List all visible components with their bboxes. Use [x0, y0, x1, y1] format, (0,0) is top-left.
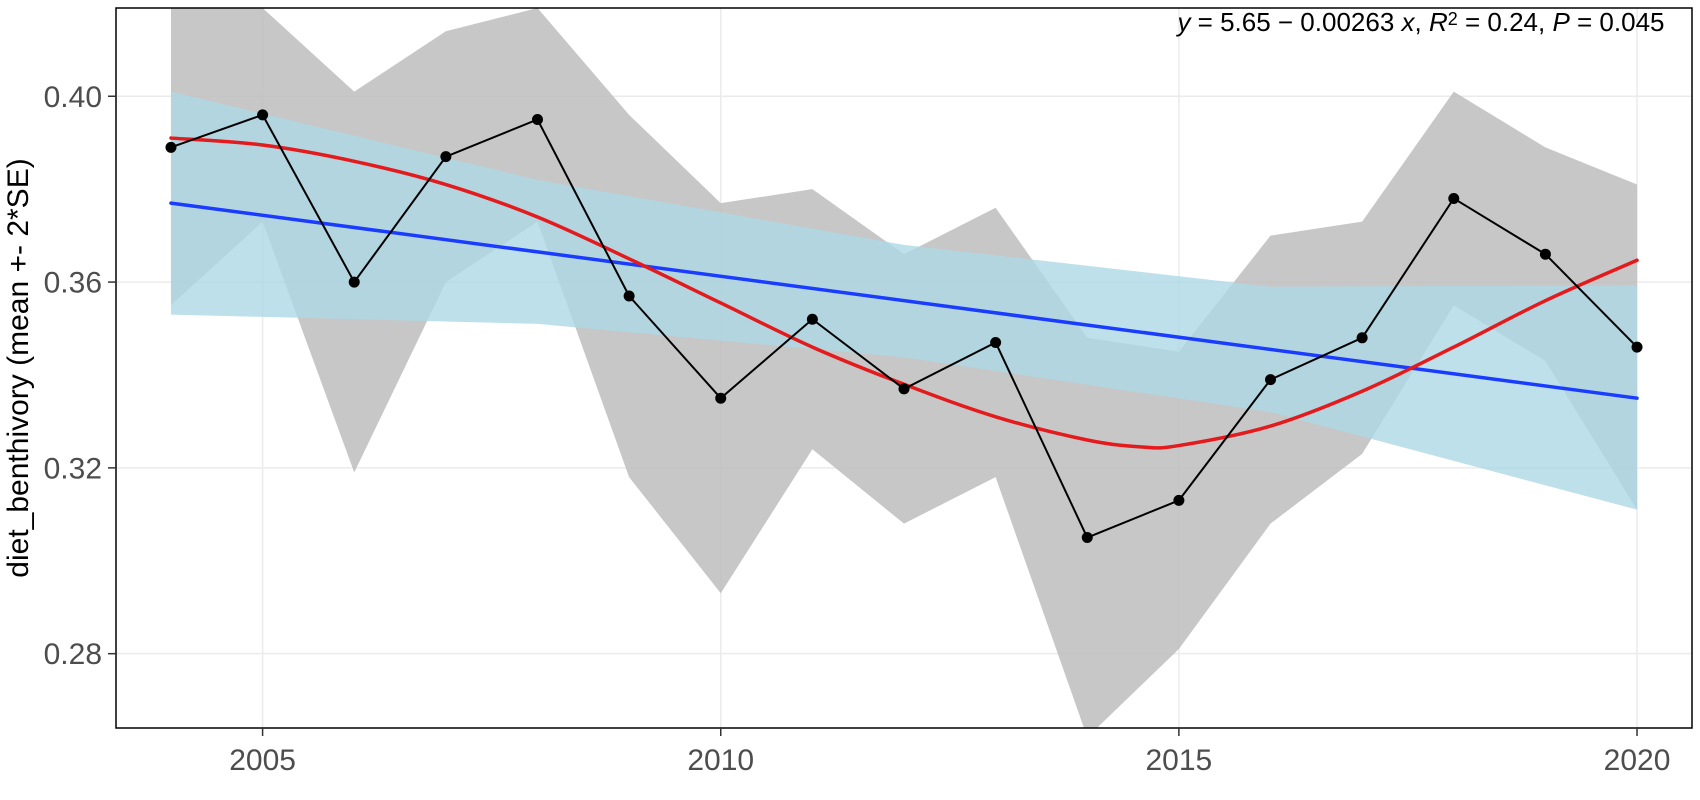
data-point [807, 314, 818, 325]
data-point [624, 291, 635, 302]
data-point [532, 114, 543, 125]
data-point [165, 142, 176, 153]
benthivory-chart: 2005 2010 2015 2020 0.28 0.32 0.36 0.40 diet_ben… [0, 0, 1700, 800]
plot-area [165, 8, 1642, 737]
y-tick-label: 0.36 [44, 267, 102, 300]
data-point [1082, 532, 1093, 543]
y-tick-label: 0.32 [44, 452, 102, 485]
data-point [1448, 193, 1459, 204]
data-point [715, 393, 726, 404]
data-point [257, 109, 268, 120]
data-point [1632, 342, 1643, 353]
y-axis-label: diet_benthivory (mean +- 2*SE) [2, 158, 35, 577]
data-point [440, 151, 451, 162]
data-point [1173, 495, 1184, 506]
data-point [1357, 332, 1368, 343]
regression-annotation: y = 5.65 − 0.00263 x, R2 = 0.24, P = 0.0… [1175, 7, 1664, 37]
x-tick-label: 2005 [229, 744, 296, 777]
chart-container: 2005 2010 2015 2020 0.28 0.32 0.36 0.40 diet_ben… [0, 0, 1700, 800]
data-point [1265, 374, 1276, 385]
x-tick-label: 2020 [1604, 744, 1671, 777]
data-point [990, 337, 1001, 348]
data-point [899, 383, 910, 394]
y-tick-label: 0.40 [44, 81, 102, 114]
data-point [1540, 249, 1551, 260]
data-point [349, 277, 360, 288]
y-tick-label: 0.28 [44, 638, 102, 671]
x-tick-label: 2015 [1146, 744, 1213, 777]
x-tick-label: 2010 [687, 744, 754, 777]
